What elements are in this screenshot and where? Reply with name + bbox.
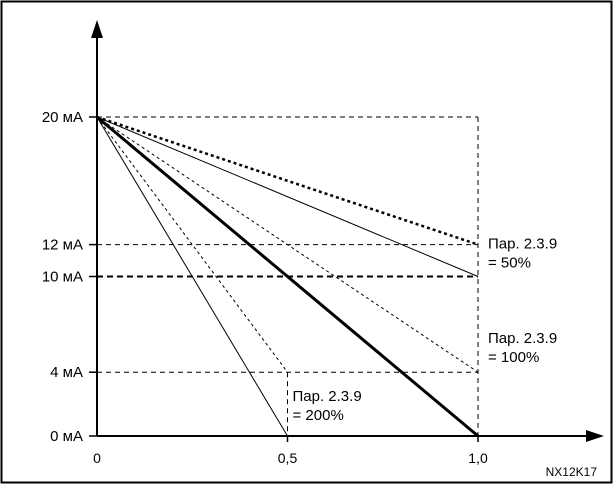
x-axis-arrow-icon [586,430,604,442]
annotation-line: = 50% [488,255,531,272]
figure-code: NX12K17 [546,465,598,479]
annotation-line: Пар. 2.3.9 [488,236,557,253]
annotation-line: Пар. 2.3.9 [488,330,557,347]
annotation: Пар. 2.3.9 = 100% [485,327,581,370]
x-tick-labels: 0 0,5 1,0 [93,436,488,466]
annotation: Пар. 2.3.9 = 50% [485,232,581,275]
annotation-line: = 200% [293,407,344,424]
x-tick-label: 0 [93,450,101,466]
y-tick-label: 4 мА [50,364,83,381]
y-tick-label: 20 мА [42,109,83,126]
axes [91,20,604,442]
annotation-background [485,327,581,370]
series-line [96,115,479,246]
annotation: Пар. 2.3.9 = 200% [289,385,386,427]
series-line [96,115,479,438]
annotation-background [485,232,581,275]
annotation-line: = 100% [488,349,539,366]
y-tick-label: 12 мА [42,237,83,254]
annotation-line: Пар. 2.3.9 [293,388,362,405]
annotation-background [289,385,386,427]
annotations: Пар. 2.3.9= 50%Пар. 2.3.9= 100%Пар. 2.3.… [289,232,581,427]
series-line [96,116,288,373]
series-line [96,116,479,373]
series-line [96,116,288,437]
y-tick-labels: 0 мА 4 мА 10 мА 12 мА 20 мА [42,109,97,445]
x-tick-label: 0,5 [278,450,298,466]
series-line [96,116,479,277]
y-axis-arrow-icon [91,20,103,38]
y-tick-label: 10 мА [42,269,83,286]
x-tick-label: 1,0 [468,450,488,466]
y-tick-label: 0 мА [50,428,83,445]
series-lines [96,115,479,438]
